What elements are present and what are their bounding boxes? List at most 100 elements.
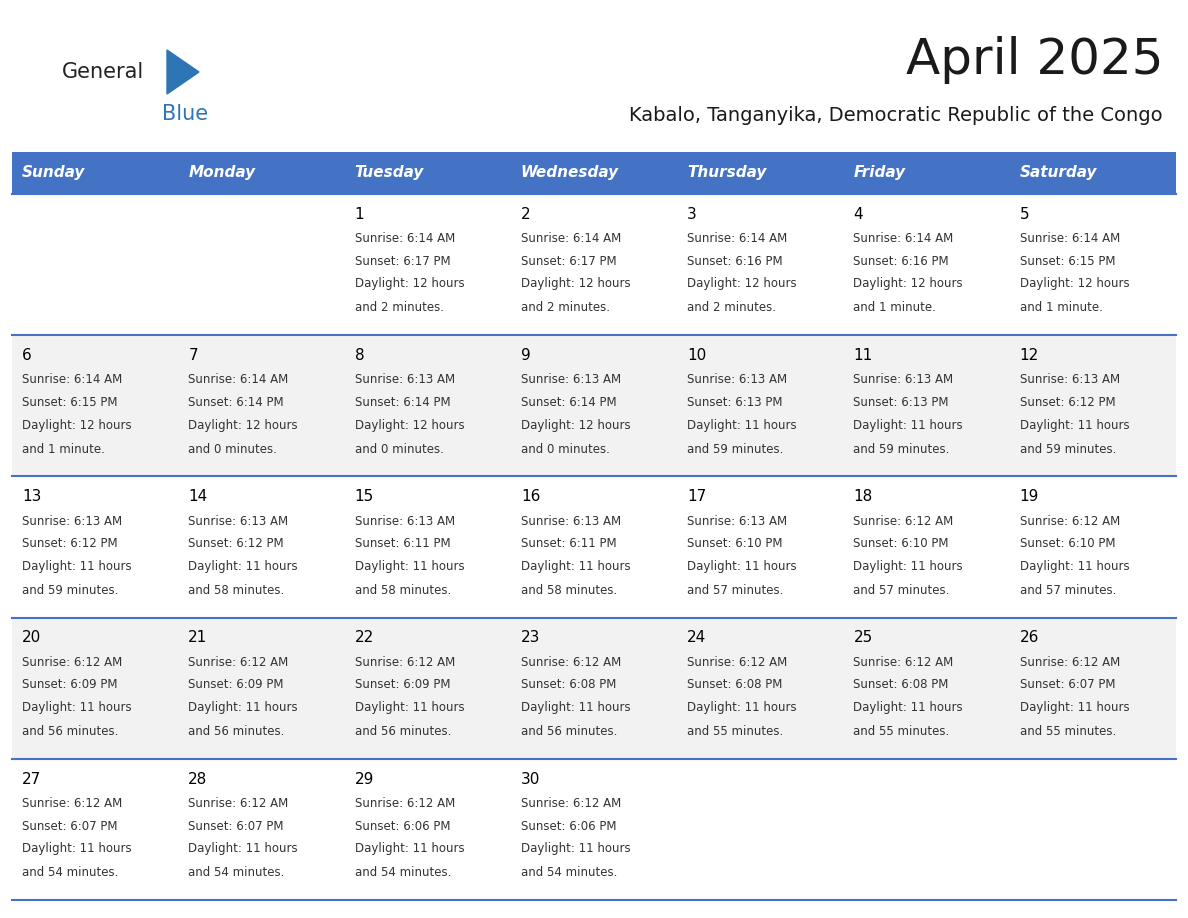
Text: Sunset: 6:08 PM: Sunset: 6:08 PM — [853, 678, 949, 691]
Bar — [511, 335, 677, 476]
Text: 17: 17 — [687, 489, 707, 504]
Text: 6: 6 — [21, 348, 32, 363]
Text: Sunset: 6:14 PM: Sunset: 6:14 PM — [520, 396, 617, 409]
Bar — [178, 759, 345, 900]
Text: Sunrise: 6:12 AM: Sunrise: 6:12 AM — [354, 655, 455, 668]
Bar — [843, 618, 1010, 759]
Bar — [345, 152, 511, 194]
Text: Sunset: 6:11 PM: Sunset: 6:11 PM — [354, 537, 450, 550]
Text: Sunset: 6:10 PM: Sunset: 6:10 PM — [853, 537, 949, 550]
Text: Daylight: 11 hours: Daylight: 11 hours — [853, 701, 963, 714]
Text: and 54 minutes.: and 54 minutes. — [188, 866, 285, 879]
Text: 16: 16 — [520, 489, 541, 504]
Text: Sunrise: 6:12 AM: Sunrise: 6:12 AM — [354, 797, 455, 810]
Text: and 59 minutes.: and 59 minutes. — [21, 584, 119, 597]
Text: Daylight: 12 hours: Daylight: 12 hours — [520, 277, 631, 290]
Text: Sunset: 6:16 PM: Sunset: 6:16 PM — [853, 254, 949, 268]
Text: Sunset: 6:06 PM: Sunset: 6:06 PM — [354, 820, 450, 833]
Text: Daylight: 12 hours: Daylight: 12 hours — [188, 419, 298, 431]
Bar — [178, 618, 345, 759]
Text: 18: 18 — [853, 489, 873, 504]
Text: Sunrise: 6:13 AM: Sunrise: 6:13 AM — [520, 514, 621, 528]
Text: 15: 15 — [354, 489, 374, 504]
Bar — [1010, 759, 1176, 900]
Text: Sunset: 6:17 PM: Sunset: 6:17 PM — [354, 254, 450, 268]
Text: and 56 minutes.: and 56 minutes. — [354, 725, 451, 738]
Text: 30: 30 — [520, 771, 541, 787]
Bar — [843, 476, 1010, 618]
Text: and 57 minutes.: and 57 minutes. — [1019, 584, 1116, 597]
Text: Sunrise: 6:13 AM: Sunrise: 6:13 AM — [354, 514, 455, 528]
Text: Sunset: 6:16 PM: Sunset: 6:16 PM — [687, 254, 783, 268]
Bar — [511, 759, 677, 900]
Text: Sunrise: 6:12 AM: Sunrise: 6:12 AM — [520, 655, 621, 668]
Text: Sunrise: 6:14 AM: Sunrise: 6:14 AM — [520, 232, 621, 245]
Text: Daylight: 12 hours: Daylight: 12 hours — [520, 419, 631, 431]
Text: Daylight: 11 hours: Daylight: 11 hours — [354, 560, 465, 573]
Text: Daylight: 11 hours: Daylight: 11 hours — [687, 560, 797, 573]
Text: Sunrise: 6:12 AM: Sunrise: 6:12 AM — [21, 655, 122, 668]
Text: and 54 minutes.: and 54 minutes. — [21, 866, 119, 879]
Bar — [178, 476, 345, 618]
Bar — [345, 194, 511, 335]
Text: 24: 24 — [687, 631, 707, 645]
Text: and 59 minutes.: and 59 minutes. — [687, 442, 784, 455]
Text: and 54 minutes.: and 54 minutes. — [520, 866, 618, 879]
Text: Daylight: 11 hours: Daylight: 11 hours — [520, 701, 631, 714]
Text: and 2 minutes.: and 2 minutes. — [520, 301, 609, 314]
Text: Sunrise: 6:12 AM: Sunrise: 6:12 AM — [853, 514, 954, 528]
Text: 13: 13 — [21, 489, 42, 504]
Text: Daylight: 12 hours: Daylight: 12 hours — [354, 419, 465, 431]
Text: Sunrise: 6:13 AM: Sunrise: 6:13 AM — [520, 374, 621, 386]
Text: 27: 27 — [21, 771, 42, 787]
Text: Daylight: 11 hours: Daylight: 11 hours — [21, 842, 132, 855]
Text: Daylight: 11 hours: Daylight: 11 hours — [21, 701, 132, 714]
Text: Daylight: 12 hours: Daylight: 12 hours — [21, 419, 132, 431]
Text: Wednesday: Wednesday — [520, 165, 619, 181]
Text: 2: 2 — [520, 207, 531, 222]
Text: and 1 minute.: and 1 minute. — [21, 442, 105, 455]
Text: Sunset: 6:12 PM: Sunset: 6:12 PM — [1019, 396, 1116, 409]
Bar — [12, 759, 178, 900]
Bar — [843, 194, 1010, 335]
Bar — [345, 618, 511, 759]
Bar — [345, 476, 511, 618]
Text: 29: 29 — [354, 771, 374, 787]
Bar — [511, 152, 677, 194]
Text: 12: 12 — [1019, 348, 1040, 363]
Text: 26: 26 — [1019, 631, 1040, 645]
Text: April 2025: April 2025 — [905, 36, 1163, 84]
Text: Sunset: 6:08 PM: Sunset: 6:08 PM — [520, 678, 617, 691]
Text: and 56 minutes.: and 56 minutes. — [520, 725, 618, 738]
Text: Sunset: 6:10 PM: Sunset: 6:10 PM — [1019, 537, 1116, 550]
Text: 4: 4 — [853, 207, 862, 222]
Text: Sunset: 6:07 PM: Sunset: 6:07 PM — [21, 820, 118, 833]
Bar — [1010, 618, 1176, 759]
Bar — [843, 759, 1010, 900]
Text: Sunrise: 6:14 AM: Sunrise: 6:14 AM — [687, 232, 788, 245]
Bar — [843, 335, 1010, 476]
Text: 21: 21 — [188, 631, 208, 645]
Text: and 0 minutes.: and 0 minutes. — [188, 442, 277, 455]
Text: Daylight: 11 hours: Daylight: 11 hours — [1019, 419, 1130, 431]
Text: Blue: Blue — [162, 104, 208, 124]
Text: Daylight: 11 hours: Daylight: 11 hours — [520, 560, 631, 573]
Text: Sunrise: 6:13 AM: Sunrise: 6:13 AM — [188, 514, 289, 528]
Bar — [12, 194, 178, 335]
Text: Sunset: 6:15 PM: Sunset: 6:15 PM — [21, 396, 118, 409]
Text: and 59 minutes.: and 59 minutes. — [853, 442, 949, 455]
Text: 20: 20 — [21, 631, 42, 645]
Text: and 55 minutes.: and 55 minutes. — [687, 725, 783, 738]
Bar — [843, 152, 1010, 194]
Text: 8: 8 — [354, 348, 365, 363]
Bar — [178, 335, 345, 476]
Text: Daylight: 11 hours: Daylight: 11 hours — [1019, 560, 1130, 573]
Text: Daylight: 11 hours: Daylight: 11 hours — [354, 701, 465, 714]
Text: Sunset: 6:12 PM: Sunset: 6:12 PM — [21, 537, 118, 550]
Text: and 58 minutes.: and 58 minutes. — [188, 584, 284, 597]
Text: and 58 minutes.: and 58 minutes. — [354, 584, 450, 597]
Text: and 58 minutes.: and 58 minutes. — [520, 584, 617, 597]
Polygon shape — [168, 50, 200, 94]
Text: Friday: Friday — [853, 165, 905, 181]
Bar — [677, 476, 843, 618]
